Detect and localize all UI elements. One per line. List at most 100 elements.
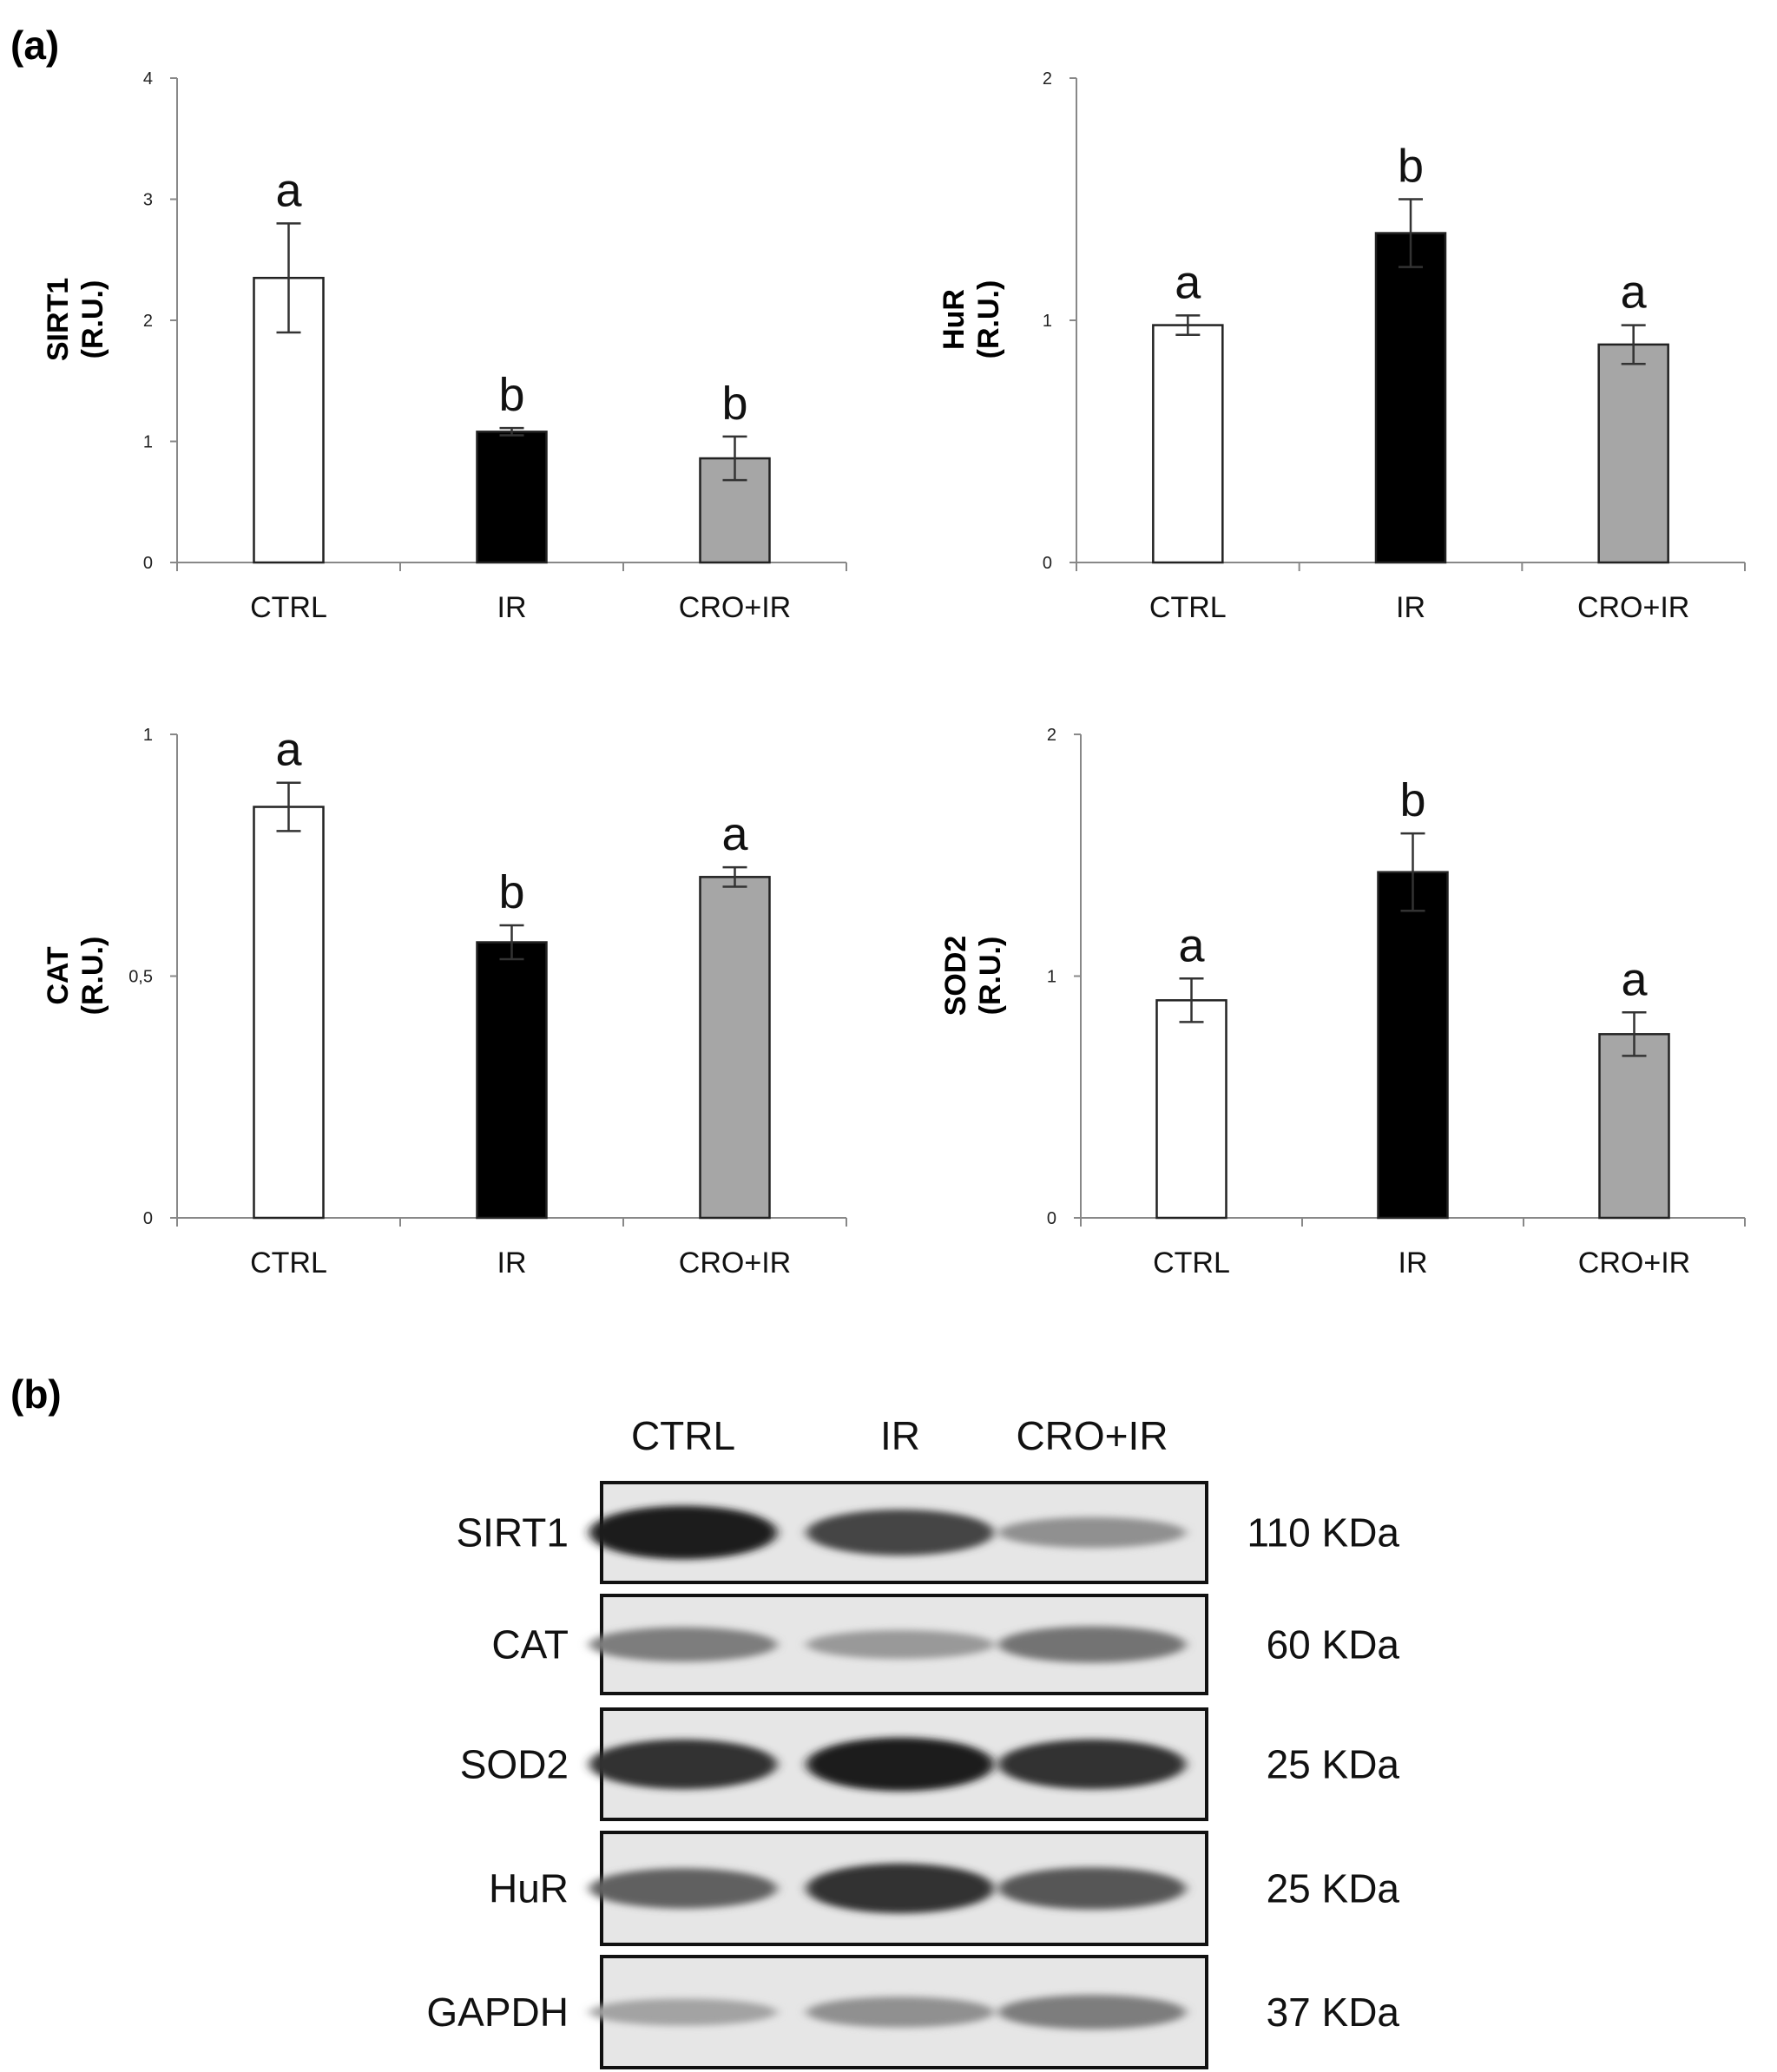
y-tick-label: 0,5: [128, 968, 153, 987]
blot-band: [589, 1627, 777, 1662]
y-tick-label: 4: [143, 69, 153, 89]
significance-letter: a: [275, 164, 302, 216]
blot-band: [589, 1739, 777, 1790]
significance-letter: b: [721, 378, 747, 430]
chart-3: 0 1 2 a CTRL b IR a CRO+IR SOD2(R.U.): [939, 726, 1746, 1279]
panel-label-b: (b): [10, 1371, 62, 1417]
category-label: CTRL: [1149, 591, 1227, 624]
category-label: IR: [1396, 591, 1425, 624]
y-axis-label-line: (R.U.): [974, 937, 1007, 1016]
significance-letter: a: [1175, 256, 1201, 308]
y-tick-label: 0: [143, 554, 153, 573]
significance-letter: b: [498, 369, 524, 421]
y-axis-label-line: (R.U.): [76, 280, 109, 359]
bar-cro-ir: [1597, 343, 1669, 564]
blot-lane-label: CTRL: [631, 1413, 735, 1458]
y-tick-label: 1: [143, 726, 153, 745]
category-label: CRO+IR: [679, 1246, 791, 1279]
bar-charts: 0 1 2 3 4 a CTRL b IR b CRO+IR SIRT1(R.U.) 0 1 2 a CTRL b…: [42, 69, 1746, 1279]
blot-size-label: 25 KDa: [1267, 1866, 1400, 1911]
y-axis-label-line: SOD2: [939, 936, 972, 1016]
western-blot: CTRL IR CRO+IR SIRT1 110 KDa CAT 60 KDa SOD2 25 …: [426, 1413, 1400, 2069]
y-axis-label: CAT(R.U.): [42, 937, 109, 1016]
category-label: CTRL: [250, 591, 327, 624]
significance-letter: b: [1399, 774, 1425, 826]
category-label: IR: [497, 1246, 527, 1279]
y-tick-label: 2: [143, 312, 153, 331]
chart-2: 0 0,5 1 a CTRL b IR a CRO+IR CAT(R.U.): [42, 724, 847, 1279]
bar-ir: [1374, 232, 1447, 564]
blot-band: [998, 1739, 1186, 1790]
y-tick-label: 2: [1047, 726, 1056, 745]
blot-band: [806, 1510, 994, 1556]
category-label: CTRL: [250, 1246, 327, 1279]
significance-letter: a: [1178, 919, 1205, 971]
y-tick-label: 1: [1043, 312, 1052, 331]
y-axis-label-line: CAT: [42, 946, 75, 1005]
y-axis-label: HuR(R.U.): [938, 280, 1005, 359]
blot-band: [589, 1998, 777, 2026]
significance-letter: b: [1398, 141, 1424, 193]
significance-letter: a: [1621, 266, 1648, 319]
blot-size-label: 25 KDa: [1267, 1742, 1400, 1787]
blot-protein-label: GAPDH: [426, 1990, 569, 2035]
blot-band: [589, 1505, 777, 1560]
category-label: CRO+IR: [679, 591, 791, 624]
blot-band: [806, 1737, 994, 1792]
y-axis-label: SIRT1(R.U.): [42, 278, 109, 361]
significance-letter: a: [275, 724, 302, 776]
blot-band: [806, 1863, 994, 1914]
blot-protein-label: SOD2: [460, 1742, 569, 1787]
blot-row-sirt1: SIRT1 110 KDa: [456, 1481, 1399, 1584]
significance-letter: a: [1621, 953, 1648, 1005]
category-label: IR: [497, 591, 527, 624]
y-tick-label: 0: [143, 1209, 153, 1228]
blot-band: [998, 1516, 1186, 1549]
bar-cro-ir: [1598, 1033, 1670, 1220]
blot-band: [589, 1868, 777, 1909]
y-tick-label: 3: [143, 191, 153, 210]
blot-row-cat: CAT 60 KDa: [491, 1594, 1400, 1695]
blot-band: [806, 1996, 994, 2028]
y-axis-label-line: HuR: [938, 289, 971, 350]
category-label: CRO+IR: [1578, 1246, 1690, 1279]
blot-size-label: 37 KDa: [1267, 1990, 1400, 2035]
panel-label-a: (a): [10, 23, 59, 68]
y-tick-label: 0: [1047, 1209, 1056, 1228]
blot-protein-label: CAT: [491, 1622, 569, 1667]
category-label: CTRL: [1153, 1246, 1230, 1279]
blot-protein-label: SIRT1: [456, 1510, 569, 1556]
y-tick-label: 1: [143, 433, 153, 452]
y-tick-label: 2: [1043, 69, 1052, 89]
category-label: IR: [1399, 1246, 1428, 1279]
bar-ctrl: [253, 806, 325, 1220]
blot-band: [806, 1629, 994, 1660]
bar-cro-ir: [699, 876, 771, 1220]
blot-band: [998, 1995, 1186, 2029]
chart-1: 0 1 2 a CTRL b IR a CRO+IR HuR(R.U.): [938, 69, 1746, 624]
blot-lane-label: CRO+IR: [1016, 1413, 1168, 1458]
blot-band: [998, 1867, 1186, 1910]
bar-ir: [1377, 871, 1449, 1220]
y-axis-label: SOD2(R.U.): [939, 936, 1007, 1016]
chart-0: 0 1 2 3 4 a CTRL b IR b CRO+IR SIRT1(R.U.): [42, 69, 847, 624]
bar-ctrl: [1152, 324, 1224, 564]
blot-row-hur: HuR 25 KDa: [489, 1831, 1400, 1946]
blot-row-gapdh: GAPDH 37 KDa: [426, 1955, 1400, 2069]
significance-letter: b: [498, 866, 524, 918]
blot-band: [998, 1626, 1186, 1663]
y-tick-label: 0: [1043, 554, 1052, 573]
bar-ir: [476, 431, 548, 564]
bar-ctrl: [1155, 999, 1227, 1220]
blot-size-label: 60 KDa: [1267, 1622, 1400, 1667]
blot-size-label: 110 KDa: [1247, 1510, 1399, 1556]
bar-ir: [476, 941, 548, 1220]
category-label: CRO+IR: [1577, 591, 1689, 624]
y-axis-label-line: (R.U.): [972, 280, 1005, 359]
significance-letter: a: [721, 808, 748, 860]
blot-lane-label: IR: [880, 1413, 920, 1458]
bar-cro-ir: [699, 457, 771, 564]
blot-row-sod2: SOD2 25 KDa: [460, 1707, 1400, 1821]
y-tick-label: 1: [1047, 968, 1056, 987]
